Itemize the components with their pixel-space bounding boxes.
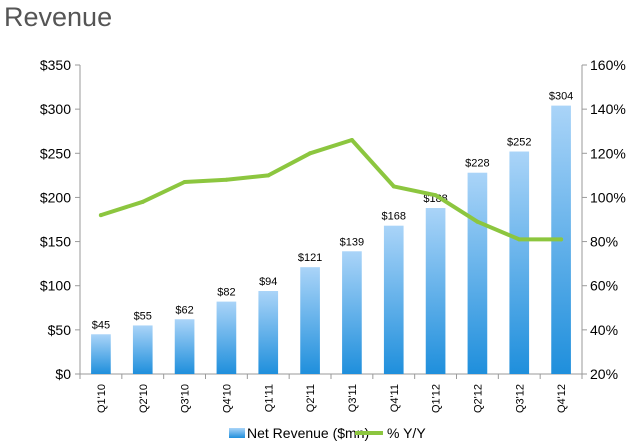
- bar-data-label: $168: [382, 211, 406, 223]
- line-point: [98, 213, 103, 218]
- bar: [425, 208, 446, 374]
- bar-data-label: $304: [549, 91, 573, 103]
- x-axis-tick-label: Q1'11: [263, 384, 275, 412]
- bar-data-label: $228: [465, 158, 489, 170]
- left-axis-tick-label: $100: [40, 278, 71, 294]
- right-axis-tick-label: 140%: [590, 101, 626, 117]
- bar: [467, 172, 488, 374]
- line-point: [517, 237, 522, 242]
- x-axis-tick-label: Q4'12: [556, 384, 568, 413]
- line-point: [182, 179, 187, 184]
- line-point: [349, 138, 354, 143]
- x-axis-tick-label: Q4'10: [221, 384, 233, 413]
- left-axis-tick-labels: $0 $50 $100 $150 $200 $250 $300 $350: [40, 57, 71, 382]
- bar: [216, 301, 237, 374]
- x-axis-tick-label: Q1'10: [96, 384, 108, 413]
- line-point: [308, 151, 313, 156]
- bar: [91, 334, 111, 374]
- x-axis-tick-label: Q2'11: [305, 384, 317, 412]
- line-point: [559, 237, 564, 242]
- chart-legend: Net Revenue ($mn) % Y/Y: [229, 425, 426, 441]
- x-axis-tick-label: Q2'12: [472, 384, 484, 413]
- line-point: [224, 177, 229, 182]
- line-point: [391, 184, 396, 189]
- bar-data-label: $139: [340, 236, 364, 248]
- bar: [132, 325, 153, 374]
- right-axis-tick-labels: 20% 40% 60% 80% 100% 120% 140% 160%: [590, 57, 626, 382]
- left-axis-tick-label: $50: [48, 322, 72, 338]
- bar-data-label: $62: [175, 304, 193, 316]
- left-axis-tick-label: $0: [55, 366, 71, 382]
- x-axis-tick-label: Q3'11: [347, 384, 359, 412]
- bar-data-label: $45: [92, 319, 110, 331]
- bar: [300, 267, 320, 374]
- left-axis-tick-label: $150: [40, 234, 71, 250]
- line-series: [98, 138, 564, 242]
- yoy-line: [98, 138, 564, 242]
- legend-bar-label: Net Revenue ($mn): [247, 425, 369, 441]
- x-axis-tick-labels: Q1'10 Q2'10 Q3'10 Q4'10 Q1'11 Q2'11 Q3'11 Q4'11…: [96, 384, 568, 413]
- right-axis-tick-label: 100%: [590, 189, 626, 205]
- bar: [383, 225, 404, 374]
- x-axis-tick-label: Q3'12: [514, 384, 526, 413]
- bar-data-label: $252: [507, 137, 531, 149]
- chart-axes: [75, 64, 587, 379]
- legend-line-label: % Y/Y: [387, 425, 426, 441]
- x-axis-tick-label: Q4'11: [389, 384, 401, 412]
- line-point: [433, 193, 438, 198]
- right-axis-tick-label: 120%: [590, 145, 626, 161]
- right-axis-tick-label: 160%: [590, 57, 626, 73]
- bar: [258, 291, 279, 374]
- left-axis-tick-label: $350: [40, 57, 71, 73]
- x-axis-tick-label: Q2'10: [138, 384, 150, 413]
- right-axis-tick-label: 20%: [590, 366, 618, 382]
- bar-data-label: $94: [259, 276, 277, 288]
- bar: [174, 319, 195, 374]
- line-point: [140, 199, 145, 204]
- right-axis-tick-label: 40%: [590, 322, 618, 338]
- bar: [342, 251, 362, 374]
- right-axis-tick-label: 80%: [590, 234, 618, 250]
- x-axis-tick-label: Q1'12: [431, 384, 443, 413]
- bar-data-label: $55: [134, 310, 152, 322]
- bar: [509, 151, 530, 374]
- bar-data-label: $188: [423, 193, 447, 205]
- bar-data-label: $82: [217, 287, 235, 299]
- x-axis-tick-label: Q3'10: [180, 384, 192, 413]
- right-axis-tick-label: 60%: [590, 278, 618, 294]
- left-axis-tick-label: $300: [40, 101, 71, 117]
- legend-bar-swatch: [229, 428, 245, 438]
- line-point: [475, 219, 480, 224]
- line-point: [266, 173, 271, 178]
- left-axis-tick-label: $250: [40, 145, 71, 161]
- bar-data-label: $121: [298, 252, 322, 264]
- left-axis-tick-label: $200: [40, 189, 71, 205]
- bar-data-labels: $45 $55 $62 $82 $94 $121 $139 $168 $188 $228 $252 $…: [92, 91, 574, 332]
- page-title: Revenue: [4, 2, 113, 32]
